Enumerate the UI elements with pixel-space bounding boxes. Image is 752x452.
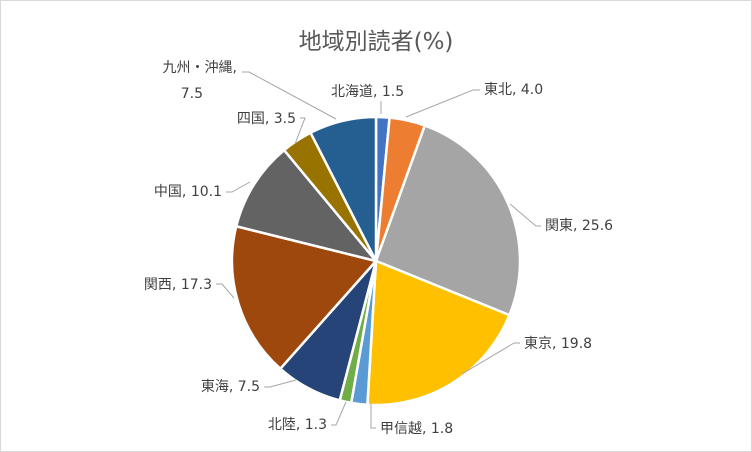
data-label-4: 東京, 19.8 (524, 336, 592, 352)
leader-line-9 (226, 181, 251, 193)
leader-line-11 (242, 71, 337, 120)
pie-slice-11 (308, 115, 378, 262)
data-label-6: 北陸, 1.3 (268, 417, 327, 433)
pie-slice-3 (374, 123, 522, 317)
data-label-11: 九州・沖縄, 7.5 (163, 60, 237, 102)
chart-title: 地域別読者(%) (298, 29, 454, 55)
leader-line-7 (264, 379, 297, 388)
leader-line-5 (370, 403, 376, 429)
leader-line-2 (405, 89, 480, 118)
data-label-9: 中国, 10.1 (154, 184, 222, 200)
data-label-2: 東北, 4.0 (484, 82, 543, 98)
leader-line-10 (294, 117, 306, 145)
data-label-7: 東海, 7.5 (201, 379, 260, 395)
pie-slice-9 (234, 148, 380, 264)
data-label-1: 北海道, 1.5 (331, 84, 404, 100)
data-label-8: 関西, 17.3 (144, 277, 212, 293)
pie-slice-8 (230, 224, 379, 371)
leader-line-6 (331, 401, 347, 426)
leader-line-4 (461, 342, 520, 375)
data-label-5: 甲信越, 1.8 (380, 421, 453, 437)
pie-slice-4 (366, 259, 512, 407)
data-label-3: 関東, 25.6 (545, 218, 613, 234)
data-label-10: 四国, 3.5 (237, 111, 296, 127)
leader-line-3 (509, 203, 541, 227)
leader-line-8 (216, 283, 235, 299)
